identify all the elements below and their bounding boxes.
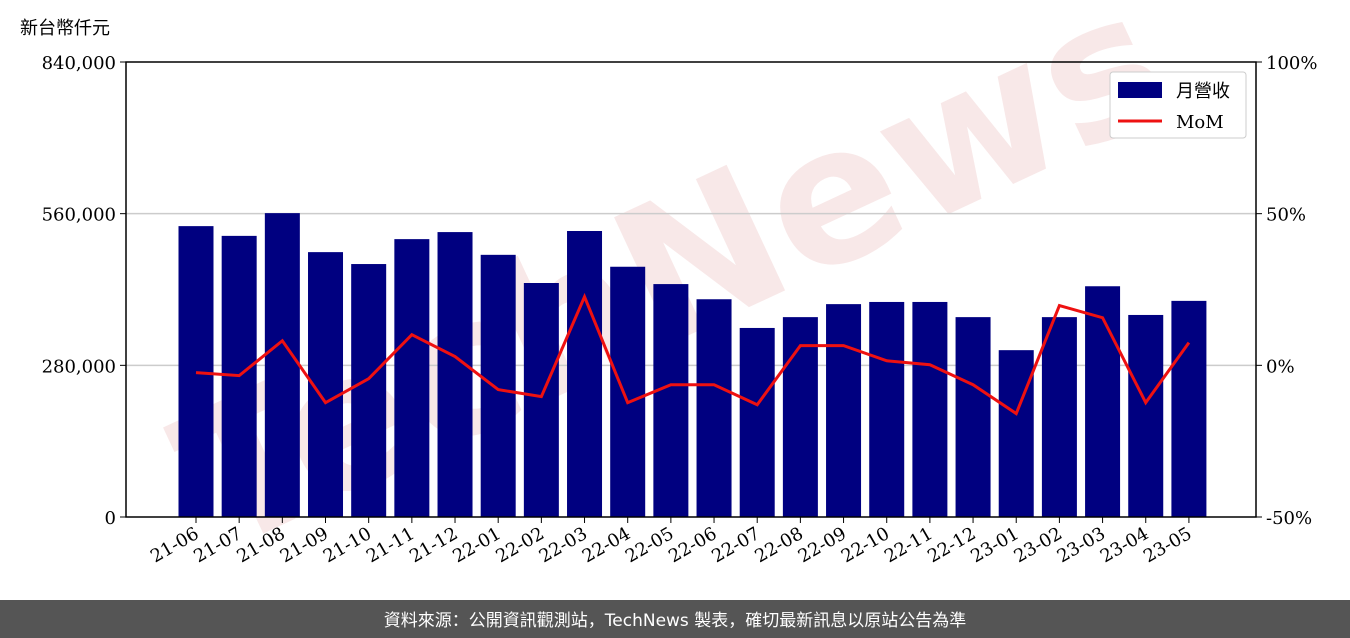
bar <box>869 301 905 517</box>
footer-bar <box>0 600 1350 638</box>
bar <box>480 254 516 518</box>
bar <box>437 232 473 518</box>
x-tick-label: 22-07 <box>708 523 763 567</box>
bar <box>1041 317 1077 517</box>
y2-tick-label: 0% <box>1266 356 1295 377</box>
x-tick-label: 22-11 <box>881 523 936 567</box>
bar <box>178 226 214 517</box>
bar <box>955 317 991 517</box>
x-tick-label: 22-12 <box>924 523 979 567</box>
bar <box>653 284 689 517</box>
mom-line <box>195 292 1191 416</box>
y2-tick-label: -50% <box>1266 508 1312 529</box>
legend-swatch <box>1118 82 1162 98</box>
y-tick-label: 0 <box>105 508 116 529</box>
x-tick-label: 22-06 <box>665 523 720 567</box>
y-tick-label: 560,000 <box>42 205 116 226</box>
bar <box>782 317 818 517</box>
x-tick-label: 22-10 <box>838 523 893 567</box>
y-axis-label: 新台幣仟元 <box>20 18 110 39</box>
bar <box>1128 314 1164 517</box>
x-tick-label: 23-01 <box>967 523 1022 567</box>
plot-frame <box>125 61 1257 518</box>
x-tick-label: 22-08 <box>751 523 806 567</box>
x-tick-label: 22-09 <box>795 523 850 567</box>
y-tick-label: 280,000 <box>42 356 116 377</box>
bar <box>998 350 1034 517</box>
legend-label: 月營收 <box>1176 81 1230 102</box>
bar <box>351 264 387 517</box>
bar <box>1171 300 1207 517</box>
x-tick-label: 21-06 <box>147 523 202 567</box>
y-tick-label: 840,000 <box>42 53 116 74</box>
bar <box>394 239 430 517</box>
x-tick-label: 23-04 <box>1097 523 1152 567</box>
x-tick-label: 23-02 <box>1010 523 1065 567</box>
x-tick-label: 23-05 <box>1140 523 1195 567</box>
x-tick-label: 21-12 <box>406 523 461 567</box>
y2-tick-label: 100% <box>1266 53 1317 74</box>
bar <box>610 266 646 517</box>
bar <box>264 213 300 517</box>
bar <box>523 283 559 517</box>
legend-label: MoM <box>1176 112 1224 133</box>
footer: 資料來源：公開資訊觀測站，TechNews 製表，確切最新訊息以原站公告為準 <box>384 611 966 631</box>
bar <box>567 231 603 517</box>
x-tick-label: 22-05 <box>622 523 677 567</box>
bar <box>696 299 732 517</box>
bar <box>1085 286 1121 517</box>
bar <box>912 301 948 517</box>
x-tick-label: 22-03 <box>536 523 591 567</box>
x-tick-label: 23-03 <box>1054 523 1109 567</box>
y2-tick-label: 50% <box>1266 205 1306 226</box>
bar <box>826 304 862 517</box>
x-tick-label: 22-01 <box>449 523 504 567</box>
x-tick-label: 22-02 <box>492 523 547 567</box>
x-tick-label: 22-04 <box>579 523 634 567</box>
bar <box>739 327 775 517</box>
